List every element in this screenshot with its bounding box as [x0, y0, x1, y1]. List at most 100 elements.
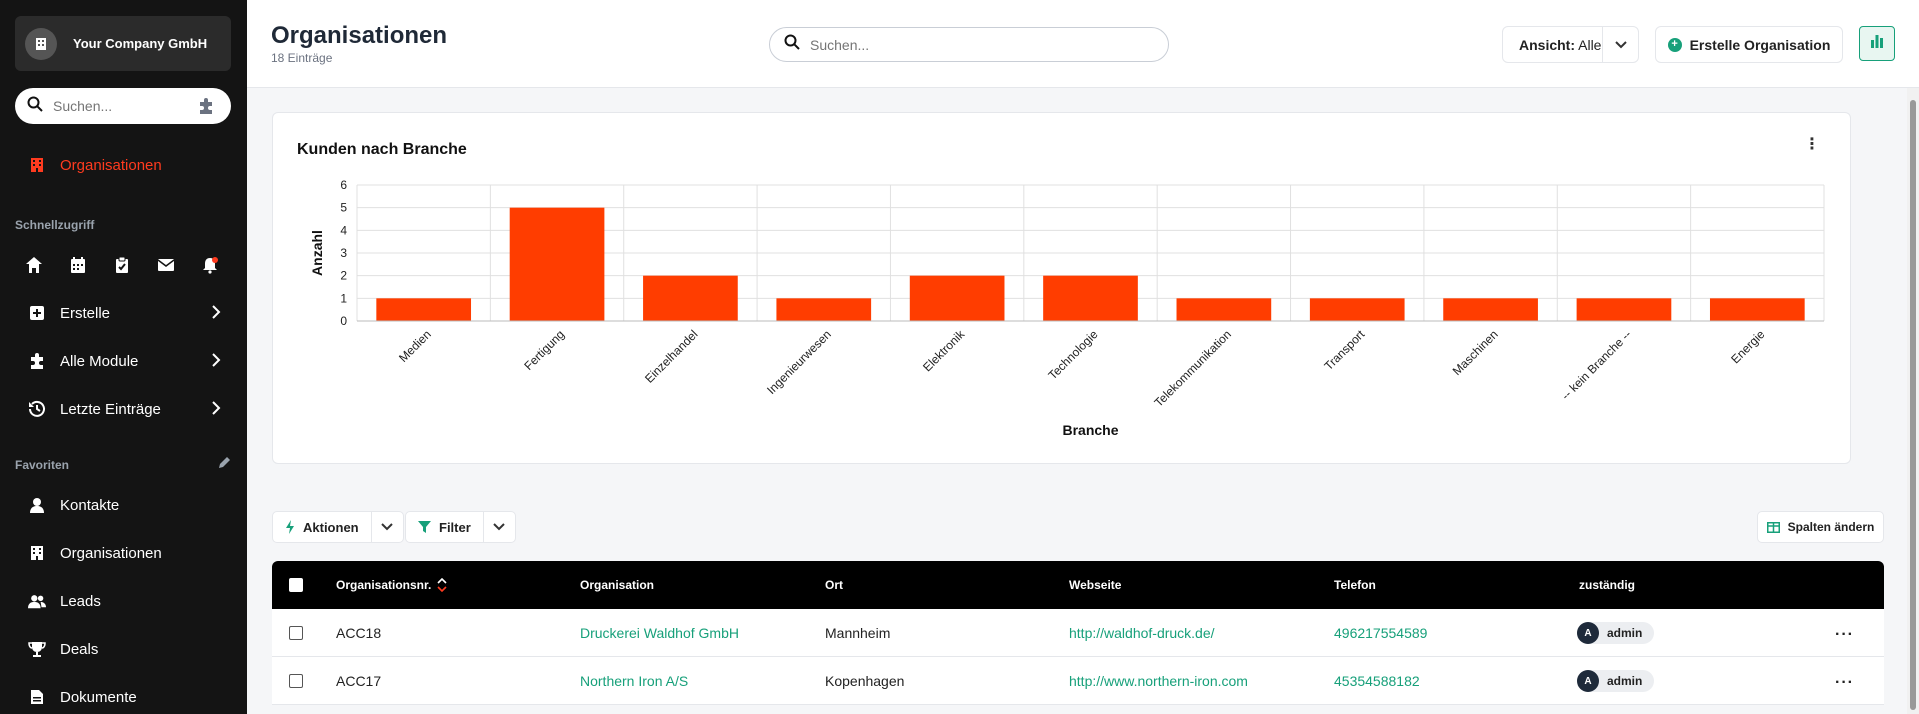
- owner-name: admin: [1607, 626, 1643, 640]
- sidebar-item-label: Erstelle: [60, 304, 111, 322]
- edit-pencil-icon[interactable]: [218, 456, 231, 474]
- chevron-right-icon: [211, 305, 221, 323]
- table-row[interactable]: ACC18 Druckerei Waldhof GmbH Mannheim ht…: [272, 609, 1884, 657]
- sidebar-item-dokumente[interactable]: Dokumente: [0, 677, 247, 714]
- phone-link[interactable]: 496217554589: [1334, 625, 1428, 641]
- change-columns-button[interactable]: Spalten ändern: [1757, 511, 1884, 543]
- sidebar-item-label: Kontakte: [60, 496, 120, 514]
- sidebar-item-label: Dokumente: [60, 688, 137, 706]
- view-selector-label: Ansicht: Alle: [1519, 36, 1602, 53]
- home-icon[interactable]: [24, 255, 44, 275]
- sidebar-item-deals[interactable]: Deals: [0, 629, 247, 669]
- calendar-icon[interactable]: [68, 255, 88, 275]
- phone-link[interactable]: 45354588182: [1334, 673, 1420, 689]
- sidebar-search-input[interactable]: [53, 98, 183, 114]
- change-columns-label: Spalten ändern: [1787, 520, 1875, 534]
- x-tick-label: Technologie: [1045, 327, 1100, 382]
- bar: [776, 298, 872, 321]
- actions-button-main[interactable]: Aktionen: [273, 512, 371, 542]
- x-tick-label: Fertigung: [521, 327, 567, 373]
- owner-name: admin: [1607, 674, 1643, 688]
- actions-label: Aktionen: [303, 519, 359, 535]
- search-icon: [27, 96, 43, 117]
- filter-button[interactable]: Filter: [405, 511, 516, 543]
- quick-access-heading: Schnellzugriff: [15, 218, 95, 232]
- users-icon: [28, 592, 46, 610]
- x-axis-title: Branche: [1062, 422, 1118, 438]
- cell-ort: Kopenhagen: [825, 673, 905, 689]
- chevron-down-icon[interactable]: [1602, 27, 1638, 62]
- chart-toggle-button[interactable]: [1859, 26, 1895, 61]
- organisation-link[interactable]: Northern Iron A/S: [580, 673, 689, 689]
- quick-access-bar: [24, 255, 220, 275]
- funnel-icon: [418, 521, 431, 533]
- column-header-ort[interactable]: Ort: [825, 578, 843, 592]
- table-row[interactable]: ACC17 Northern Iron A/S Kopenhagen http:…: [272, 657, 1884, 705]
- website-link[interactable]: http://waldhof-druck.de/: [1069, 625, 1215, 641]
- view-selector-value: Alle: [1578, 36, 1602, 53]
- document-icon: [28, 688, 46, 706]
- sort-icon[interactable]: [437, 578, 447, 592]
- sidebar-item-organisationen-active[interactable]: Organisationen: [0, 145, 247, 185]
- filter-label: Filter: [439, 519, 471, 535]
- x-tick-label: Maschinen: [1450, 327, 1501, 378]
- history-icon: [28, 400, 46, 418]
- sidebar-search: [15, 88, 231, 124]
- puzzle-icon: [28, 352, 46, 370]
- page-header: Organisationen 18 Einträge Ansicht: Alle…: [247, 0, 1919, 88]
- scrollbar-thumb[interactable]: [1910, 100, 1916, 710]
- view-selector[interactable]: Ansicht: Alle: [1502, 26, 1639, 63]
- column-header-telefon[interactable]: Telefon: [1334, 578, 1376, 592]
- y-axis-title: Anzahl: [309, 230, 325, 276]
- row-checkbox[interactable]: [289, 674, 303, 688]
- sidebar-item-letzte-eintraege[interactable]: Letzte Einträge: [0, 389, 247, 429]
- x-tick-label: -- kein Branche --: [1559, 327, 1634, 402]
- chevron-down-icon[interactable]: [370, 512, 403, 542]
- actions-button[interactable]: Aktionen: [272, 511, 404, 543]
- y-tick-label: 6: [340, 178, 347, 192]
- sidebar-item-organisationen[interactable]: Organisationen: [0, 533, 247, 573]
- column-header-organisation[interactable]: Organisation: [580, 578, 655, 592]
- mail-icon[interactable]: [156, 255, 176, 275]
- notification-bell-icon[interactable]: [200, 255, 220, 275]
- bar: [376, 298, 472, 321]
- x-tick-label: Telekommunikation: [1151, 327, 1234, 410]
- select-all-checkbox[interactable]: [289, 578, 303, 592]
- bar: [1309, 298, 1405, 321]
- y-tick-label: 0: [340, 314, 347, 328]
- global-search-input[interactable]: [810, 36, 1110, 53]
- row-more-icon[interactable]: ···: [1835, 626, 1854, 643]
- column-header-webseite[interactable]: Webseite: [1069, 578, 1122, 592]
- x-tick-label: Ingenieurwesen: [764, 327, 834, 397]
- website-link[interactable]: http://www.northern-iron.com: [1069, 673, 1248, 689]
- task-clipboard-icon[interactable]: [112, 255, 132, 275]
- page-title: Organisationen: [271, 22, 448, 49]
- column-header-zustaendig[interactable]: zuständig: [1579, 578, 1635, 592]
- sidebar-item-erstelle[interactable]: Erstelle: [0, 293, 247, 333]
- filter-button-main[interactable]: Filter: [406, 512, 483, 542]
- sidebar-item-kontakte[interactable]: Kontakte: [0, 485, 247, 525]
- sidebar-item-alle-module[interactable]: Alle Module: [0, 341, 247, 381]
- chart-card: Kunden nach Branche ⋮ 0 1 2 3 4 5 6 Medien Ferti…: [272, 112, 1851, 464]
- row-checkbox[interactable]: [289, 626, 303, 640]
- sidebar-item-leads[interactable]: Leads: [0, 581, 247, 621]
- row-more-icon[interactable]: ···: [1835, 674, 1854, 691]
- x-tick-label: Energie: [1728, 327, 1767, 366]
- column-header-nr[interactable]: Organisationsnr.: [336, 561, 447, 609]
- sidebar-item-label: Organisationen: [60, 156, 162, 174]
- organisation-link[interactable]: Druckerei Waldhof GmbH: [580, 625, 739, 641]
- chevron-down-icon[interactable]: [482, 512, 515, 542]
- puzzle-icon[interactable]: [197, 97, 215, 120]
- create-organisation-button[interactable]: + Erstelle Organisation: [1655, 26, 1843, 63]
- sidebar-item-label: Deals: [60, 640, 99, 658]
- chart-menu-icon[interactable]: ⋮: [1804, 136, 1820, 153]
- sidebar-item-label: Letzte Einträge: [60, 400, 161, 418]
- company-switcher[interactable]: Your Company GmbH: [15, 16, 231, 71]
- sidebar-item-label: Alle Module: [60, 352, 139, 370]
- chevron-right-icon: [211, 353, 221, 371]
- avatar: A: [1577, 670, 1599, 692]
- building-icon: [25, 27, 57, 60]
- page-scrollbar[interactable]: [1907, 88, 1919, 714]
